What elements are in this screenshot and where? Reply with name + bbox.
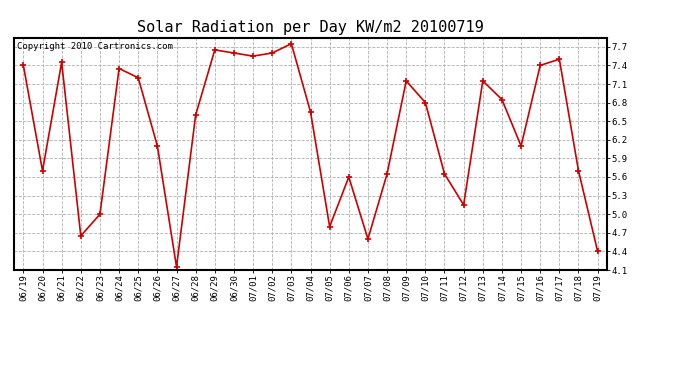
Text: Copyright 2010 Cartronics.com: Copyright 2010 Cartronics.com xyxy=(17,42,172,51)
Title: Solar Radiation per Day KW/m2 20100719: Solar Radiation per Day KW/m2 20100719 xyxy=(137,20,484,35)
